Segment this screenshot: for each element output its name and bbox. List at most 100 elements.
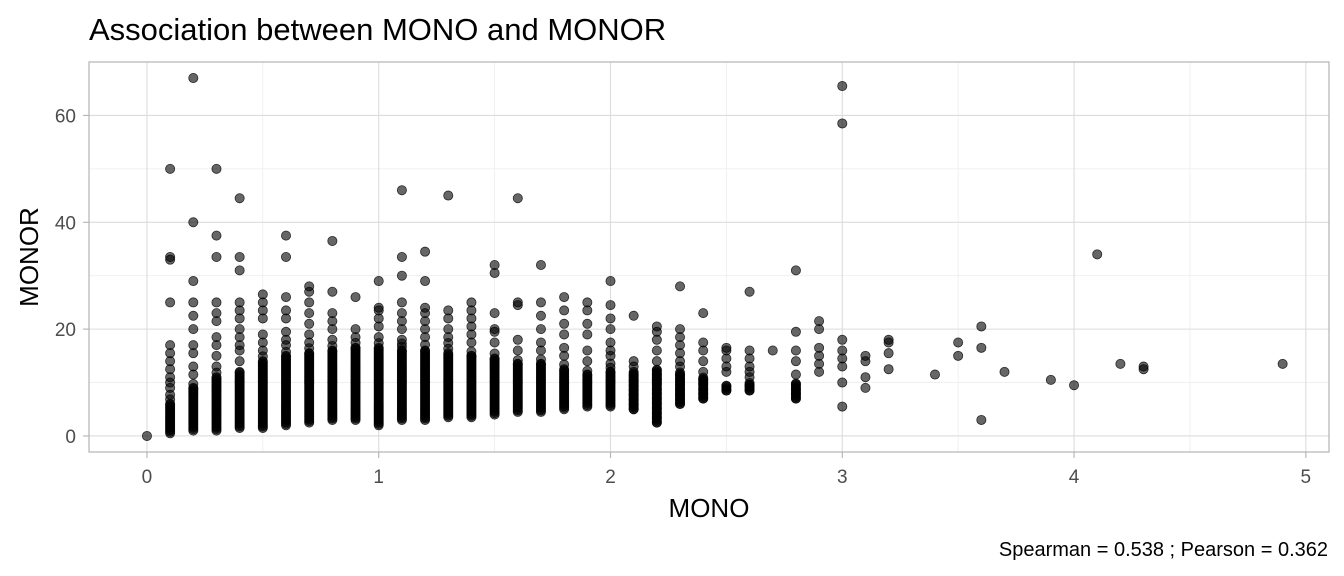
data-point xyxy=(512,355,523,366)
data-point xyxy=(396,297,407,308)
data-point xyxy=(396,270,407,281)
data-point xyxy=(790,265,801,276)
data-point xyxy=(582,356,593,367)
data-point xyxy=(304,318,315,329)
data-point xyxy=(281,326,292,337)
chart-title: Association between MONO and MONOR xyxy=(89,12,666,47)
data-point xyxy=(165,340,176,351)
x-tick-label: 1 xyxy=(373,467,384,488)
data-point xyxy=(582,329,593,340)
x-axis-title: MONO xyxy=(669,493,750,523)
data-point xyxy=(304,281,315,292)
data-point xyxy=(466,346,477,357)
data-point xyxy=(651,345,662,356)
data-point xyxy=(605,313,616,324)
data-point xyxy=(605,337,616,348)
data-point xyxy=(929,369,940,380)
data-point xyxy=(512,193,523,204)
data-point xyxy=(443,305,454,316)
data-point xyxy=(976,414,987,425)
x-tick-label: 2 xyxy=(605,467,616,488)
data-point xyxy=(837,377,848,388)
data-point xyxy=(211,163,222,174)
data-point xyxy=(582,318,593,329)
x-tick-label: 3 xyxy=(837,467,848,488)
data-point xyxy=(976,321,987,332)
data-point xyxy=(651,321,662,332)
data-point xyxy=(281,292,292,303)
data-point xyxy=(837,118,848,129)
data-point xyxy=(605,276,616,287)
data-point xyxy=(535,337,546,348)
data-point xyxy=(327,334,338,345)
plot-panel-border xyxy=(88,61,1330,453)
data-point xyxy=(489,337,500,348)
data-point xyxy=(628,310,639,321)
data-point xyxy=(628,370,639,381)
data-point xyxy=(976,342,987,353)
data-point xyxy=(420,302,431,313)
data-point xyxy=(814,342,825,353)
data-point xyxy=(281,251,292,262)
data-point xyxy=(165,297,176,308)
data-point xyxy=(582,365,593,376)
data-point xyxy=(535,297,546,308)
data-point xyxy=(790,369,801,380)
data-point xyxy=(837,81,848,92)
data-point xyxy=(396,334,407,345)
data-point xyxy=(698,308,709,319)
data-point xyxy=(790,379,801,390)
data-point xyxy=(837,334,848,345)
data-point xyxy=(1277,358,1288,369)
data-point xyxy=(373,276,384,287)
data-point xyxy=(188,340,199,351)
data-point xyxy=(790,326,801,337)
data-point xyxy=(188,217,199,228)
data-point xyxy=(420,246,431,257)
data-point xyxy=(512,345,523,356)
data-point xyxy=(489,324,500,335)
data-point xyxy=(675,324,686,335)
data-point xyxy=(188,297,199,308)
data-point xyxy=(559,329,570,340)
data-point xyxy=(582,297,593,308)
data-point xyxy=(1138,361,1149,372)
data-point xyxy=(512,297,523,308)
data-point xyxy=(790,356,801,367)
data-point xyxy=(489,308,500,319)
data-point xyxy=(883,334,894,345)
data-point xyxy=(211,350,222,361)
data-point xyxy=(698,366,709,377)
data-point xyxy=(744,286,755,297)
data-point xyxy=(814,316,825,327)
data-point xyxy=(373,332,384,343)
data-point xyxy=(327,286,338,297)
y-tick-label: 40 xyxy=(55,213,76,234)
data-point xyxy=(234,297,245,308)
data-point xyxy=(651,356,662,367)
data-point xyxy=(257,329,268,340)
data-point xyxy=(512,334,523,345)
y-tick-label: 20 xyxy=(55,320,76,341)
x-tick-label: 0 xyxy=(142,467,153,488)
data-point xyxy=(837,345,848,356)
data-point xyxy=(605,300,616,311)
data-point xyxy=(698,356,709,367)
data-point xyxy=(188,73,199,84)
data-point xyxy=(188,379,199,390)
data-point xyxy=(535,310,546,321)
y-tick-label: 0 xyxy=(65,427,76,448)
data-point xyxy=(350,292,361,303)
data-point xyxy=(559,342,570,353)
data-point xyxy=(234,366,245,377)
data-point xyxy=(466,297,477,308)
data-point xyxy=(443,324,454,335)
data-point xyxy=(837,401,848,412)
data-point xyxy=(953,350,964,361)
data-point xyxy=(1045,374,1056,385)
axes: 0 1 2 3 4 5 0 20 40 60 xyxy=(55,106,1311,488)
data-point xyxy=(304,297,315,308)
correlation-caption: Spearman = 0.538 ; Pearson = 0.362 xyxy=(999,539,1328,561)
data-point xyxy=(535,354,546,365)
